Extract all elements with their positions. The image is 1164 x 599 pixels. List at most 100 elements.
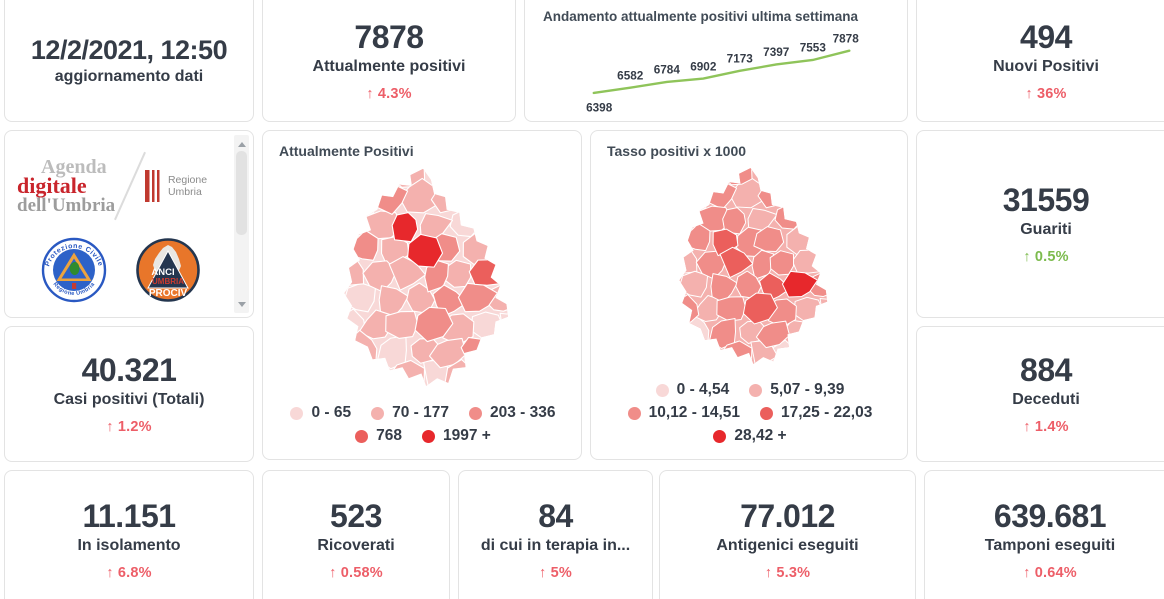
legend-item[interactable]: 17,25 - 22,03 <box>760 404 872 422</box>
trend-chart[interactable]: 6398 6582 6784 6902 7173 7397 7553 7878 <box>543 25 891 117</box>
scrollbar-thumb[interactable] <box>236 151 247 235</box>
municipality-cell[interactable] <box>385 310 419 339</box>
scroll-up-icon[interactable] <box>234 137 249 151</box>
municipality-cell[interactable] <box>500 210 529 242</box>
municipality-cell[interactable] <box>818 161 849 185</box>
municipality-cell[interactable] <box>470 311 504 339</box>
municipality-cell[interactable] <box>519 230 541 262</box>
municipality-cell[interactable] <box>807 186 835 213</box>
municipality-cell[interactable] <box>658 177 688 204</box>
municipality-cell[interactable] <box>658 321 688 346</box>
municipality-cell[interactable] <box>474 208 506 237</box>
municipality-cell[interactable] <box>755 320 790 349</box>
municipality-cell[interactable] <box>499 161 534 187</box>
choropleth-map[interactable] <box>607 159 893 376</box>
municipality-cell[interactable] <box>452 161 481 192</box>
municipality-cell[interactable] <box>819 297 843 327</box>
municipality-cell[interactable] <box>769 250 794 276</box>
municipality-cell[interactable] <box>836 317 856 346</box>
municipality-cell[interactable] <box>518 184 541 214</box>
choropleth-map[interactable] <box>279 159 567 399</box>
municipality-cell[interactable] <box>715 296 746 322</box>
municipality-cell[interactable] <box>669 202 699 230</box>
municipality-cell[interactable] <box>335 162 373 192</box>
municipality-cell[interactable] <box>391 212 419 243</box>
municipality-cell[interactable] <box>475 358 506 388</box>
legend-item[interactable]: 203 - 336 <box>469 404 556 422</box>
municipality-cell[interactable] <box>832 272 856 299</box>
municipality-cell[interactable] <box>308 368 341 392</box>
municipality-cell[interactable] <box>720 161 752 186</box>
municipality-cell[interactable] <box>670 249 697 274</box>
municipality-cell[interactable] <box>308 316 336 344</box>
scroll-down-icon[interactable] <box>234 297 249 311</box>
municipality-cell[interactable] <box>776 161 802 189</box>
municipality-cell[interactable] <box>662 228 691 255</box>
municipality-cell[interactable] <box>486 189 516 219</box>
municipality-cell[interactable] <box>336 362 371 391</box>
municipality-cell[interactable] <box>836 223 856 252</box>
municipality-cell[interactable] <box>817 251 848 283</box>
municipality-cell[interactable] <box>646 301 672 327</box>
municipality-cell[interactable] <box>359 361 391 389</box>
municipality-cell[interactable] <box>671 342 703 368</box>
municipality-cell[interactable] <box>670 162 705 189</box>
municipality-cell[interactable] <box>334 258 365 286</box>
municipality-cell[interactable] <box>321 178 354 209</box>
municipality-cell[interactable] <box>321 338 354 366</box>
municipality-cell[interactable] <box>695 250 727 280</box>
municipality-cell[interactable] <box>646 348 676 369</box>
municipality-cell[interactable] <box>344 282 377 313</box>
municipality-cell[interactable] <box>499 312 525 344</box>
legend-item[interactable]: 0 - 4,54 <box>655 381 729 399</box>
legend-item[interactable]: 28,42 + <box>713 427 787 445</box>
legend-item[interactable]: 70 - 177 <box>371 404 449 422</box>
municipality-cell[interactable] <box>647 161 678 190</box>
municipality-cell[interactable] <box>496 358 528 393</box>
municipality-cell[interactable] <box>798 161 827 183</box>
municipality-cell[interactable] <box>348 181 378 218</box>
municipality-cell[interactable] <box>414 306 454 343</box>
municipality-cell[interactable] <box>742 292 778 325</box>
municipality-cell[interactable] <box>819 205 845 234</box>
municipality-cell[interactable] <box>362 260 397 293</box>
municipality-cell[interactable] <box>719 246 753 279</box>
municipality-cell[interactable] <box>682 179 709 213</box>
municipality-cell[interactable] <box>514 284 541 314</box>
legend-item[interactable]: 10,12 - 14,51 <box>627 404 740 422</box>
scrollbar[interactable] <box>234 135 249 313</box>
municipality-cell[interactable] <box>519 334 541 366</box>
municipality-cell[interactable] <box>811 225 837 252</box>
municipality-cell[interactable] <box>784 178 812 210</box>
municipality-cell[interactable] <box>476 161 508 185</box>
municipality-cell[interactable] <box>644 203 669 232</box>
municipality-cell[interactable] <box>306 208 334 240</box>
municipality-cell[interactable] <box>678 270 708 298</box>
municipality-cell[interactable] <box>460 336 493 367</box>
municipality-cell[interactable] <box>407 233 444 268</box>
municipality-cell[interactable] <box>797 339 825 366</box>
municipality-cell[interactable] <box>491 232 520 262</box>
municipality-cell[interactable] <box>646 250 670 277</box>
municipality-cell[interactable] <box>309 161 343 193</box>
municipality-cell[interactable] <box>796 203 825 229</box>
municipality-cell[interactable] <box>815 339 844 371</box>
municipality-cell[interactable] <box>367 161 397 188</box>
municipality-cell[interactable] <box>792 296 823 322</box>
municipality-cell[interactable] <box>721 207 746 235</box>
municipality-cell[interactable] <box>307 259 334 289</box>
legend-item[interactable]: 5,07 - 9,39 <box>749 381 844 399</box>
legend-item[interactable]: 768 <box>355 427 402 445</box>
municipality-cell[interactable] <box>358 309 392 340</box>
municipality-cell[interactable] <box>699 161 727 185</box>
municipality-cell[interactable] <box>461 180 492 216</box>
legend-item[interactable]: 1997 + <box>422 427 491 445</box>
legend-item[interactable]: 0 - 65 <box>290 404 351 422</box>
municipality-cell[interactable] <box>692 342 722 367</box>
municipality-cell[interactable] <box>836 182 856 209</box>
municipality-cell[interactable] <box>497 261 531 296</box>
municipality-cell[interactable] <box>781 270 818 298</box>
municipality-cell[interactable] <box>333 206 367 237</box>
municipality-cell[interactable] <box>752 226 784 252</box>
municipality-cell[interactable] <box>325 235 358 265</box>
